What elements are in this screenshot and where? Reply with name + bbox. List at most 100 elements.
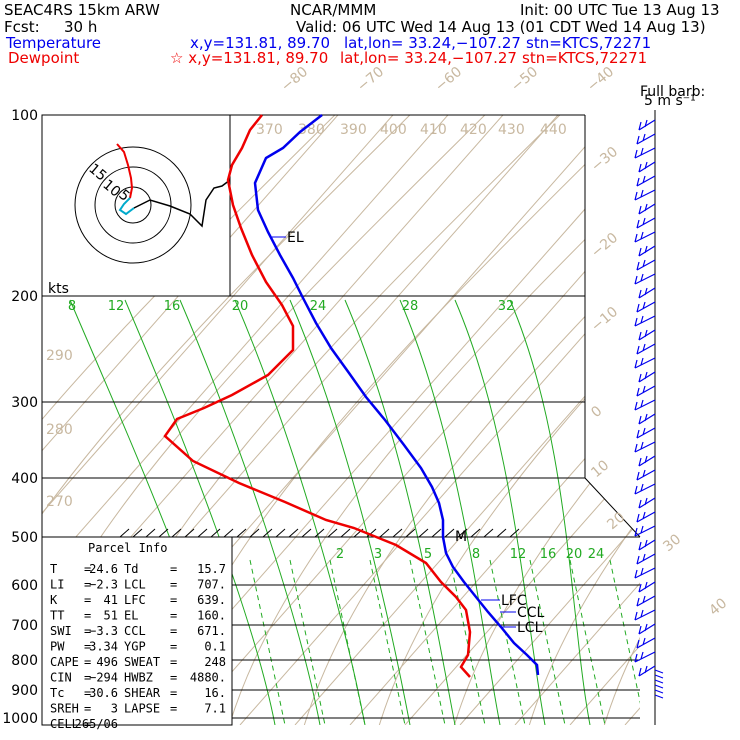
parcel-name-left: SWI <box>50 624 72 638</box>
isotherm-line <box>735 90 740 725</box>
wind-barb <box>636 343 656 355</box>
parcel-name-left: K <box>50 593 58 607</box>
wind-barb <box>636 637 656 649</box>
moist-adiabat <box>234 299 366 725</box>
isotherm-line <box>239 115 640 725</box>
wind-barb <box>634 231 656 243</box>
plot-right-edge <box>584 115 641 538</box>
mixing-ratio-label-low: 24 <box>588 547 605 562</box>
dry-adiabat <box>374 115 640 725</box>
pressure-label: 600 <box>11 578 38 594</box>
hatch-mark <box>392 528 403 538</box>
wind-barb <box>636 259 656 271</box>
parcel-value-right: 707. <box>197 578 226 592</box>
parcel-eq-right: = <box>170 593 177 607</box>
hatch-mark <box>262 528 273 538</box>
isotherm-line <box>42 115 471 725</box>
mixing-ratio-line <box>449 559 486 725</box>
marker-lcl: LCL <box>517 620 543 636</box>
parcel-eq-right: = <box>170 671 177 685</box>
wind-barb <box>634 483 656 495</box>
parcel-name-left: CAPE <box>50 655 79 669</box>
hatch-mark <box>431 528 442 538</box>
wind-barb <box>636 595 656 607</box>
profile-temperature <box>253 114 540 676</box>
mixing-ratio-label-low: 5 <box>424 547 432 562</box>
valid-time: Valid: 06 UTC Wed 14 Aug 13 (01 CDT Wed … <box>296 18 706 36</box>
hatch-mark <box>223 528 234 538</box>
parcel-box-frame <box>41 536 233 726</box>
hatch-mark <box>249 528 260 538</box>
wind-barb <box>634 315 656 327</box>
pressure-label: 900 <box>11 683 38 699</box>
parcel-name-left: PW <box>50 640 65 654</box>
parcel-value-left: 496 <box>96 655 118 669</box>
isotherm-label: −80 <box>278 64 311 95</box>
theta-label: 410 <box>420 122 447 138</box>
mixing-ratio-label: 32 <box>498 299 515 314</box>
wind-barb <box>634 609 656 621</box>
wind-barb <box>636 427 656 439</box>
isotherm-line <box>349 115 640 725</box>
moist-adiabat <box>509 299 591 725</box>
mixing-ratio-label: 12 <box>108 299 125 314</box>
moist-adiabat <box>454 299 546 725</box>
hatch-mark <box>158 528 169 538</box>
wind-barb-low <box>654 669 664 674</box>
moist-adiabat <box>124 299 276 725</box>
parcel-name-left: LI <box>50 578 64 592</box>
hatch-mark <box>145 528 156 538</box>
parcel-name-right: HWBZ <box>124 671 153 685</box>
parcel-eq-left: = <box>84 578 91 592</box>
hatch-mark <box>119 528 130 538</box>
moist-adiabat <box>179 299 321 725</box>
dewpoint-xy: ☆ x,y=131.81, 89.70 <box>170 49 329 67</box>
parcel-value-left: 24.6 <box>89 562 118 576</box>
parcel-eq-right: = <box>170 655 177 669</box>
isotherm-label: −60 <box>432 64 465 95</box>
mixing-ratio-line <box>609 559 640 725</box>
wind-barb <box>634 147 656 159</box>
isotherm-label: 40 <box>706 595 730 619</box>
hatch-mark <box>379 528 390 538</box>
parcel-eq-left: = <box>84 671 91 685</box>
theta-label: 290 <box>46 348 73 364</box>
mixing-ratio-line <box>329 559 366 725</box>
parcel-eq-right: = <box>170 702 177 716</box>
mixing-ratio-line <box>409 559 446 725</box>
wind-barb <box>638 161 656 173</box>
mixing-ratio-line <box>489 559 526 725</box>
theta-label: 430 <box>498 122 525 138</box>
hatch-mark <box>327 528 338 538</box>
barb-legend-unit: 5 m s⁻¹ <box>644 93 696 109</box>
isotherm-label: 0 <box>588 403 605 421</box>
parcel-value-right: 15.7 <box>197 562 226 576</box>
hatch-mark <box>275 528 286 538</box>
isotherm-line <box>624 115 640 725</box>
parcel-value-right: 0.1 <box>204 640 226 654</box>
parcel-eq-right: = <box>170 578 177 592</box>
hatch-mark <box>483 528 494 538</box>
wind-barb <box>636 553 656 565</box>
pressure-label: 200 <box>11 289 38 305</box>
dewpoint-legend: Dewpoint <box>8 49 80 67</box>
wind-barb-low <box>654 694 664 699</box>
parcel-value-left: −3.3 <box>89 624 118 638</box>
parcel-name-right: EL <box>124 609 138 623</box>
temperature-legend: Temperature <box>6 34 102 52</box>
wind-barb <box>634 399 656 411</box>
hatch-mark <box>366 528 377 538</box>
hodograph-frame <box>41 114 231 297</box>
marker-m: M <box>455 529 467 545</box>
parcel-name-right: LCL <box>124 578 146 592</box>
wind-barb <box>634 567 656 579</box>
hodograph-ring <box>114 186 152 224</box>
hatch-mark <box>171 528 182 538</box>
mixing-ratio-label: 20 <box>232 299 249 314</box>
isotherm-line <box>680 90 740 725</box>
hodograph-unit: kts <box>48 281 69 297</box>
mixing-ratio-label-low: 16 <box>540 547 557 562</box>
isotherm-label: −30 <box>588 144 621 175</box>
wind-barb <box>638 581 656 593</box>
